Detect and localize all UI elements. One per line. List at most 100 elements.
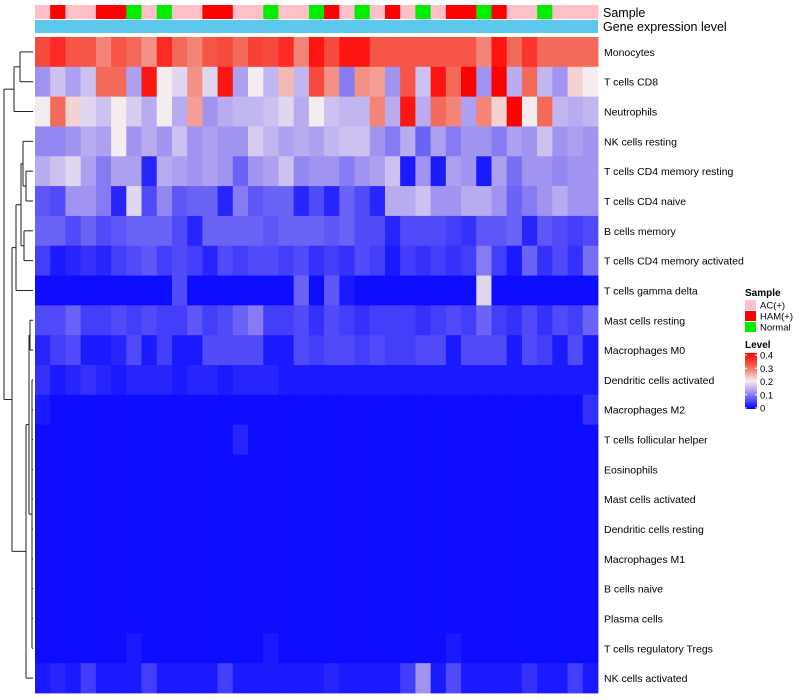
heatmap-cell [50,603,66,634]
heatmap-cell [141,126,158,157]
heatmap-cell [384,126,401,157]
heatmap-cell [95,335,112,366]
heatmap-cell [293,96,310,127]
heatmap-cell [263,245,279,276]
heatmap-cell [50,484,66,515]
heatmap-cell [567,96,584,127]
heatmap-cell [293,543,310,575]
heatmap-cell [80,215,97,247]
heatmap-cell [95,66,112,98]
row-label: Mast cells resting [604,315,685,327]
heatmap-cell [141,394,158,426]
heatmap-cell [537,573,553,604]
heatmap-cell [156,37,173,68]
row-label: Eosinophils [604,464,658,476]
heatmap-cell [278,394,295,426]
heatmap-cell [202,275,218,306]
sample-annotation-cell [50,5,66,19]
heatmap-cell [384,96,401,127]
heatmap-cell [582,424,599,455]
heatmap-cell [476,543,492,575]
heatmap-cell [369,514,386,545]
heatmap-cell [506,186,523,217]
heatmap-cell [552,514,568,545]
heatmap-cell [491,215,508,247]
heatmap-cell [248,305,264,336]
heatmap-cell [156,514,173,545]
heatmap-cell [111,305,127,336]
heatmap-cell [537,66,553,98]
heatmap-cell [476,454,492,485]
heatmap-cell [126,514,142,545]
heatmap-cell [248,275,264,306]
heatmap-cell [156,424,173,455]
heatmap-cell [369,186,386,217]
heatmap-cell [156,66,173,98]
heatmap-cell [339,186,355,217]
heatmap-cell [50,156,66,187]
heatmap-cell [521,66,538,98]
heatmap-cell [217,573,234,604]
heatmap-cell [324,66,340,98]
heatmap-cell [171,305,188,336]
heatmap-cell [461,245,477,276]
heatmap-cell [217,633,234,664]
heatmap-cell [65,245,82,276]
heatmap-cell [567,156,584,187]
heatmap-cell [35,633,51,664]
heatmap-cell [461,305,477,336]
heatmap-cell [324,96,340,127]
heatmap-cell [430,96,447,127]
heatmap-cell [232,573,249,604]
heatmap-cell [293,603,310,634]
heatmap-cell [308,603,325,634]
heatmap-cell [187,454,203,485]
heatmap-cell [582,603,599,634]
heatmap-cell [537,514,553,545]
heatmap-cell [506,156,523,187]
heatmap-cell [156,215,173,247]
heatmap-cell [506,215,523,247]
heatmap-cell [567,633,584,664]
heatmap-cell [65,484,82,515]
heatmap-cell [400,126,416,157]
heatmap-cell [187,305,203,336]
heatmap-cell [187,245,203,276]
heatmap-cell [141,454,158,485]
heatmap-cell [415,543,432,575]
heatmap-cell [171,454,188,485]
heatmap-cell [202,603,218,634]
heatmap-cell [126,305,142,336]
heatmap-cell [263,454,279,485]
heatmap-cell [202,514,218,545]
heatmap-cell [354,156,371,187]
heatmap-cell [430,66,447,98]
heatmap-cell [354,335,371,366]
heatmap-cell [430,633,447,664]
heatmap-cell [95,305,112,336]
heatmap-cell [339,66,355,98]
heatmap-cell [506,484,523,515]
heatmap-cell [430,156,447,187]
heatmap-cell [369,37,386,68]
heatmap-cell [445,394,462,426]
heatmap-cell [567,394,584,426]
heatmap-cell [506,37,523,68]
heatmap-cell [126,663,142,694]
heatmap-cell [461,573,477,604]
heatmap-cell [506,245,523,276]
heatmap-cell [50,663,66,694]
heatmap-cell [537,37,553,68]
heatmap-cell [308,245,325,276]
heatmap-cell [202,66,218,98]
heatmap-cell [400,37,416,68]
heatmap-cell [308,126,325,157]
heatmap-cell [521,335,538,366]
heatmap-cells [35,37,599,694]
heatmap-cell [35,305,51,336]
heatmap-cell [369,335,386,366]
heatmap-cell [552,215,568,247]
heatmap-cell [187,335,203,366]
heatmap-cell [187,663,203,694]
